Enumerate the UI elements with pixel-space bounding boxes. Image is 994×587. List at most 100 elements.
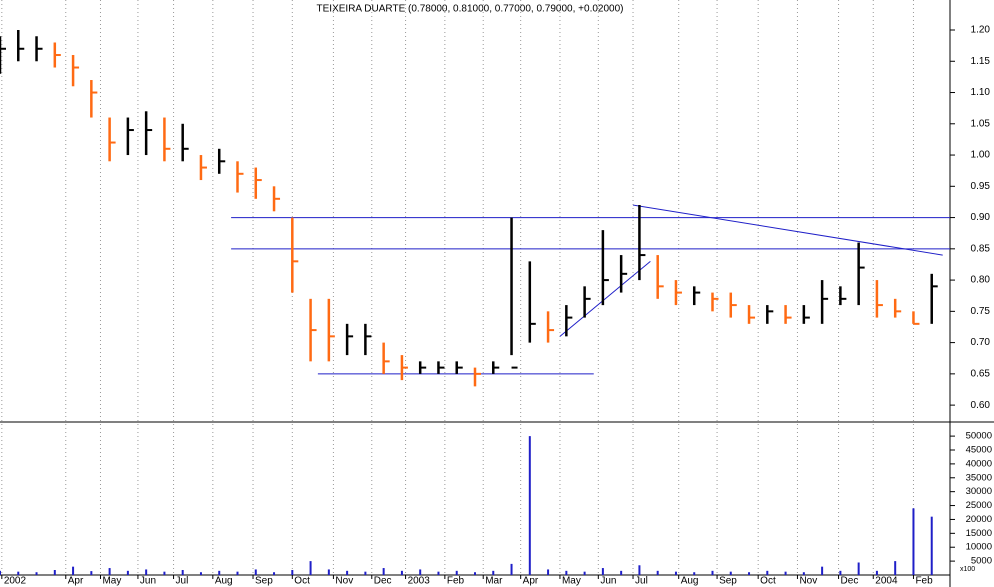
x-tick-label: Dec [841, 576, 859, 587]
y-tick-label: 0.80 [971, 275, 991, 286]
volume-bar [528, 436, 531, 575]
x-tick-label: Nov [799, 576, 817, 587]
trend-line [559, 260, 651, 337]
y-tick-label: 45000 [966, 445, 992, 456]
volume-bar [656, 570, 659, 575]
trend-line [632, 204, 943, 256]
volume-bar [510, 563, 513, 575]
volume-bar [912, 508, 915, 575]
volume-bar [437, 571, 440, 575]
volume-bar [601, 568, 604, 575]
chart-title: TEIXEIRA DUARTE (0.78000, 0.81000, 0.770… [317, 4, 624, 15]
volume-bar [802, 572, 805, 575]
volume-bar [382, 568, 385, 575]
y-tick-label: 0.95 [971, 181, 991, 192]
volume-bar [784, 571, 787, 575]
x-tick-label: Apr [523, 576, 539, 587]
y-tick-label: 1.00 [971, 150, 991, 161]
volume-bar [53, 570, 56, 575]
volume-bar [821, 566, 824, 575]
volume-bar [236, 571, 239, 575]
volume-bar [547, 569, 550, 575]
x-tick-label: Jun [600, 576, 616, 587]
volume-bar [254, 569, 257, 575]
volume-bar [364, 571, 367, 575]
x-tick-label: May [562, 576, 581, 587]
volume-bar [218, 570, 221, 575]
volume-bar [474, 572, 476, 575]
volume-bar [108, 568, 111, 575]
x-tick-label: Nov [335, 576, 353, 587]
x-tick-label: Oct [294, 576, 310, 587]
volume-bar [0, 570, 1, 575]
volume-bar [17, 571, 20, 575]
volume-bar [638, 565, 641, 575]
volume-bar [857, 562, 860, 575]
x-tick-label: 2002 [4, 576, 27, 587]
x-tick-label: Aug [215, 576, 233, 587]
y-tick-label: 35000 [966, 472, 992, 483]
volume-bar [419, 569, 422, 575]
volume-bar [748, 572, 751, 575]
volume-bar [126, 570, 129, 575]
y-tick-label: 25000 [966, 500, 992, 511]
y-tick-label: 15000 [966, 528, 992, 539]
x-tick-label: May [102, 576, 121, 587]
y-tick-label: 1.20 [971, 25, 991, 36]
volume-bar [894, 561, 897, 575]
y-tick-label: 40000 [966, 458, 992, 469]
volume-bar [273, 572, 276, 575]
x-tick-label: Feb [915, 576, 933, 587]
y-tick-label: 30000 [966, 486, 992, 497]
volume-bar [35, 572, 38, 575]
volume-bar [163, 571, 166, 575]
y-tick-label: 1.10 [971, 87, 991, 98]
y-tick-label: 0.70 [971, 337, 991, 348]
volume-bar [455, 570, 458, 575]
y-tick-label: 1.05 [971, 118, 991, 129]
x-tick-label: 2004 [875, 576, 898, 587]
volume-bar [620, 570, 623, 575]
y-tick-label: 0.85 [971, 243, 991, 254]
volume-bar [145, 569, 148, 575]
x-tick-label: Jun [140, 576, 156, 587]
volume-bar [90, 571, 93, 575]
x-tick-label: Sep [719, 576, 737, 587]
y-tick-label: 0.65 [971, 369, 991, 380]
x-tick-label: Jul [635, 576, 648, 587]
volume-bar [875, 570, 878, 575]
y-tick-label: 0.90 [971, 212, 991, 223]
x-tick-label: Feb [447, 576, 465, 587]
volume-bar [766, 570, 769, 575]
y-tick-label: 50000 [966, 431, 992, 442]
volume-bar [930, 516, 933, 575]
volume-bar [711, 570, 714, 575]
y-tick-label: 5000 [971, 556, 992, 567]
volume-bar [327, 569, 330, 575]
x-tick-label: Sep [255, 576, 273, 587]
volume-bar [181, 570, 184, 575]
y-tick-label: 20000 [966, 514, 992, 525]
volume-bar [199, 572, 202, 575]
volume-bar [583, 571, 586, 575]
y-tick-label: 0.75 [971, 306, 991, 317]
x-tick-label: Dec [374, 576, 392, 587]
volume-bar [492, 570, 495, 575]
volume-bar [565, 570, 568, 575]
volume-bar [674, 571, 677, 575]
y-tick-label: 10000 [966, 542, 992, 553]
x-tick-label: Mar [485, 576, 503, 587]
y-tick-label: 0.60 [971, 400, 991, 411]
volume-bar [400, 570, 403, 575]
volume-bar [309, 561, 312, 575]
x-tick-label: Aug [681, 576, 699, 587]
x-tick-label: Jul [176, 576, 189, 587]
volume-bar [291, 570, 294, 575]
volume-bar [346, 570, 349, 575]
x-tick-label: Oct [760, 576, 776, 587]
volume-bar [729, 571, 732, 575]
volume-bar [72, 566, 75, 575]
y-tick-label: 1.15 [971, 56, 991, 67]
